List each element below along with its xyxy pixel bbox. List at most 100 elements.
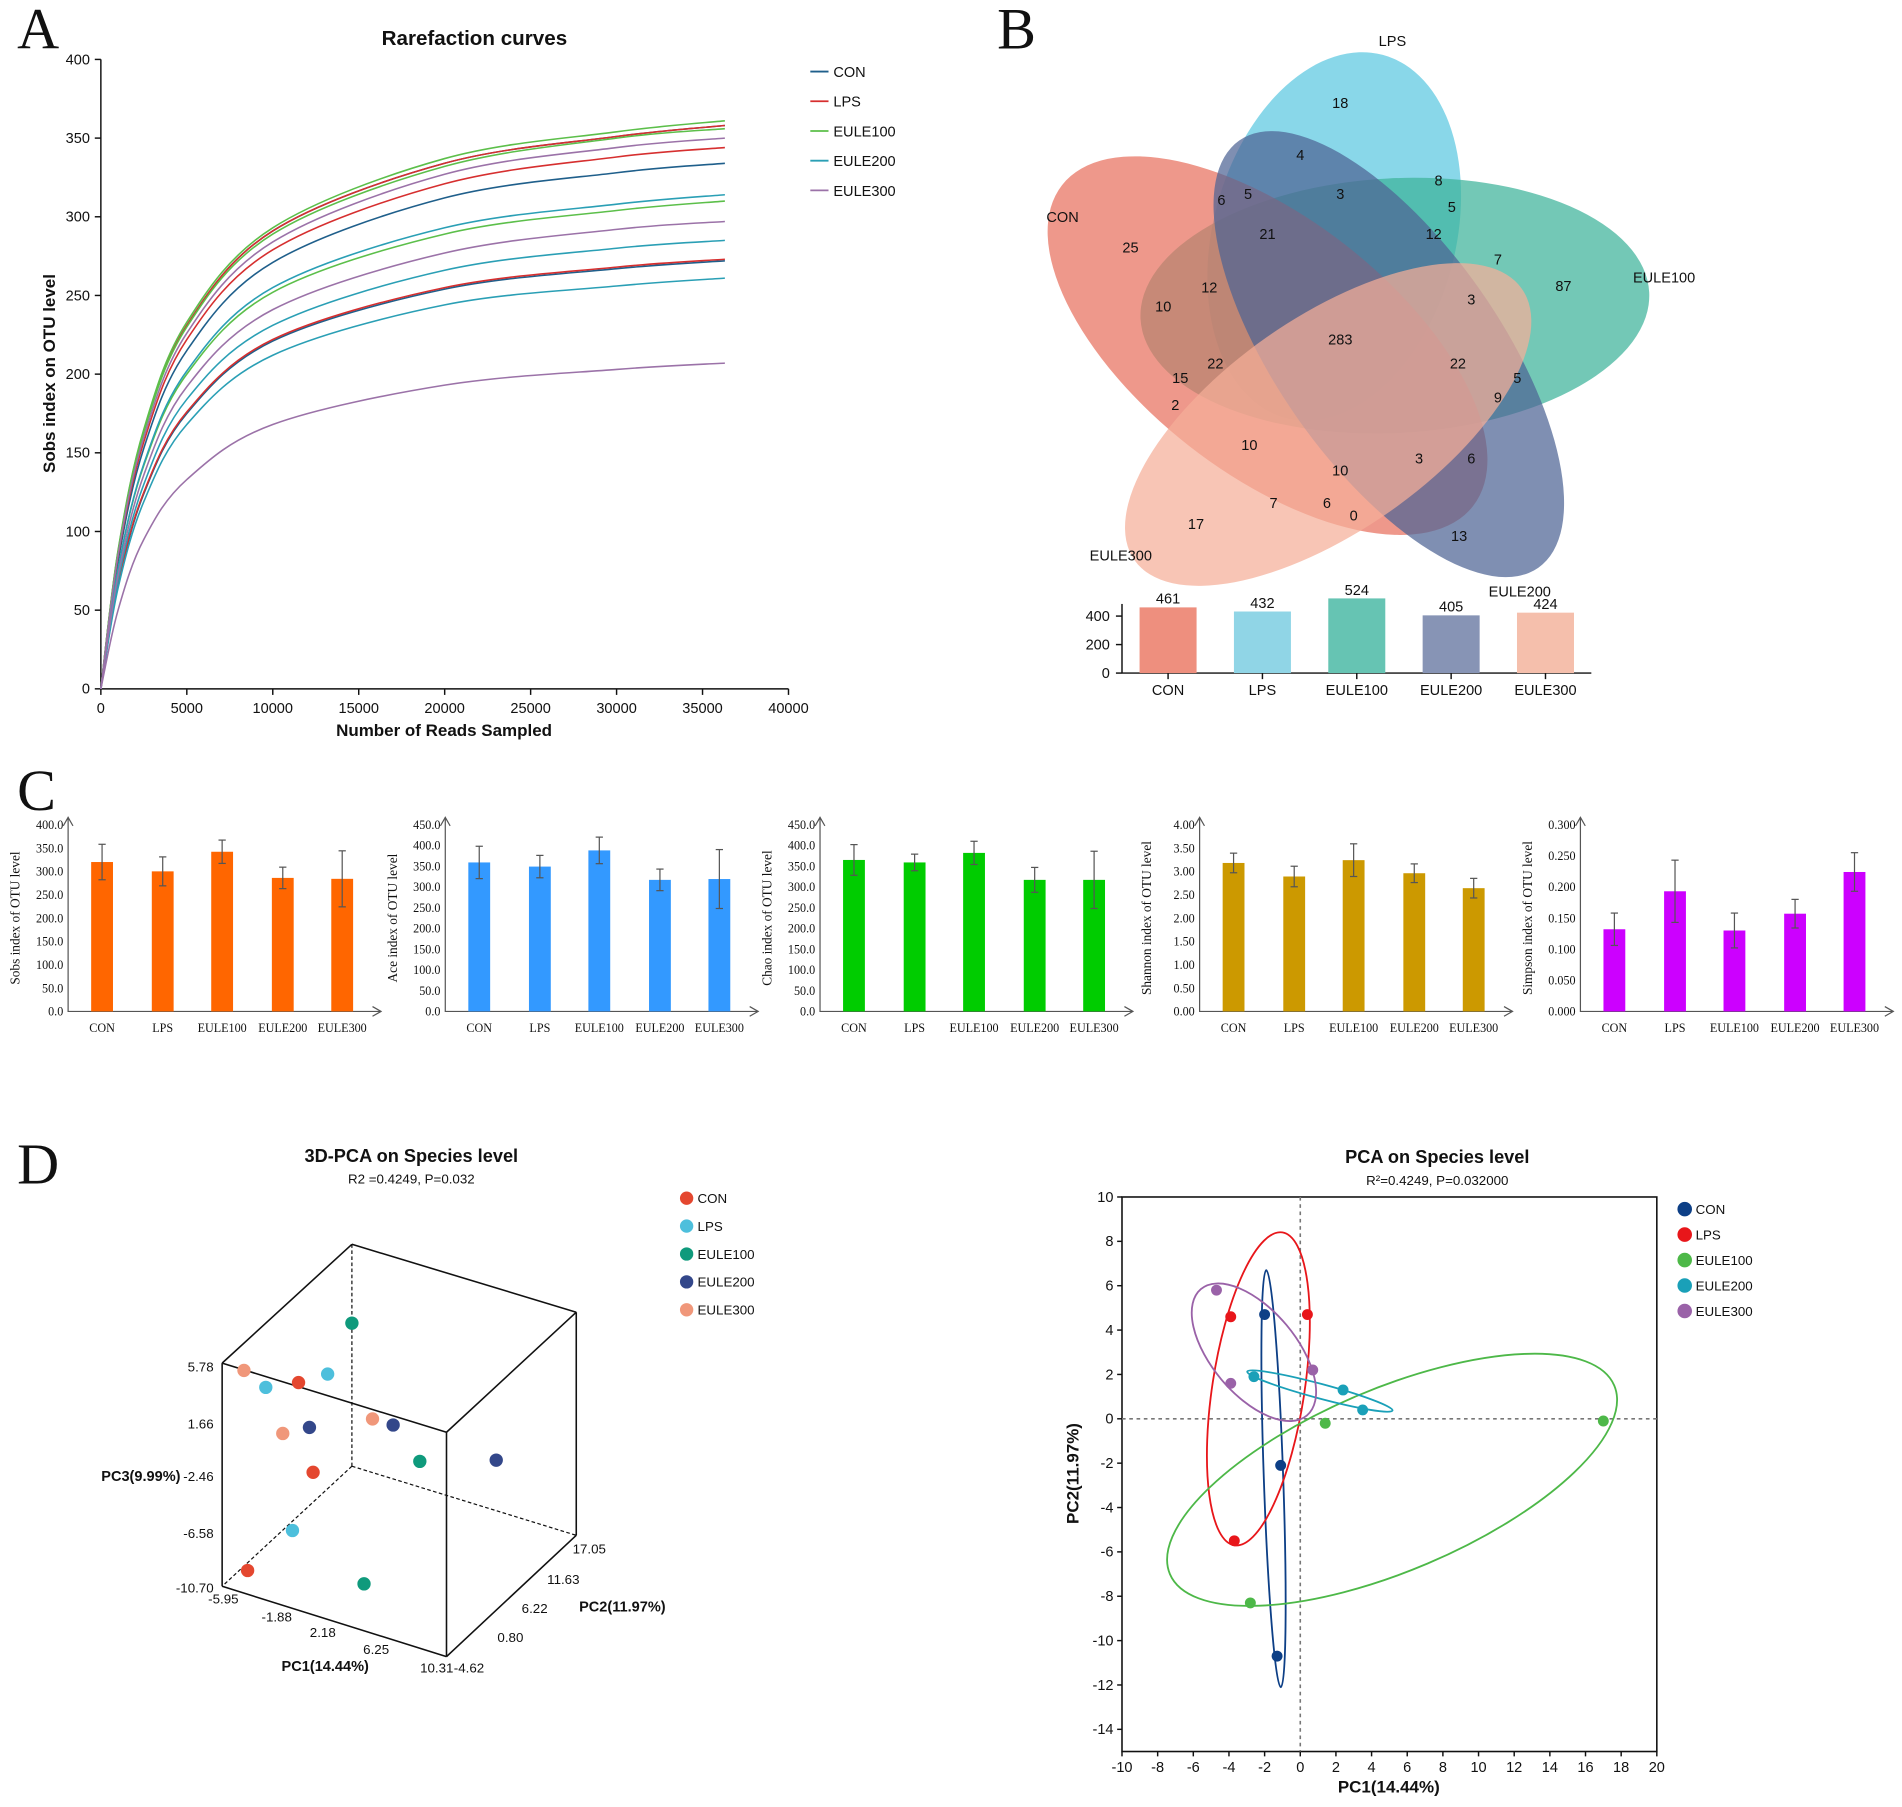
y-tick-label: 10 [1097, 1190, 1113, 1206]
point-eule100 [1319, 1417, 1331, 1429]
rarefaction-curve-eule300 [100, 137, 725, 689]
y-tick-label: -8 [1101, 1589, 1114, 1605]
legend-label: EULE300 [1696, 1304, 1753, 1319]
chart-subtitle: R2 =0.4249, P=0.032 [348, 1172, 475, 1187]
y-tick-label: -14 [1092, 1722, 1113, 1738]
y-tick-label: 200.0 [413, 922, 440, 936]
venn-set-label: EULE300 [1090, 548, 1152, 564]
bar-eule100 [1342, 860, 1365, 1012]
legend-label: EULE100 [833, 124, 895, 140]
x-tick-label: EULE100 [949, 1021, 998, 1035]
x-tick-label: -4 [1222, 1760, 1235, 1776]
x-tick-label: EULE200 [1420, 683, 1482, 699]
y-tick-label: -4.62 [454, 1660, 484, 1675]
confidence-ellipse-eule100 [1166, 1352, 1618, 1607]
x-tick-label: 10.31 [420, 1660, 453, 1675]
y-tick-label: 200 [1086, 637, 1110, 653]
venn-region-count: 87 [1555, 279, 1571, 295]
bar-lps [1283, 876, 1306, 1012]
y-axis-title: Ace index of OTU level [385, 853, 400, 982]
y-tick-label: 50.0 [794, 984, 815, 998]
y-axis-arrow [439, 816, 451, 827]
bar-eule200 [649, 879, 671, 1012]
bar-lps [528, 866, 551, 1012]
bar-eule300 [708, 879, 731, 1012]
x-axis-title: PC1(14.44%) [1338, 1777, 1440, 1796]
chart-title: Rarefaction curves [382, 27, 568, 50]
venn-region-count: 18 [1332, 96, 1348, 112]
point-eule300 [237, 1363, 251, 1378]
venn-region-count: 6 [1467, 451, 1475, 467]
y-axis-arrow [62, 816, 74, 827]
point-con [306, 1465, 320, 1479]
y-axis-title: Sobs index of OTU level [8, 851, 23, 985]
venn-set-label: EULE200 [1489, 585, 1551, 601]
point-eule300 [1307, 1364, 1319, 1376]
legend-marker [1677, 1227, 1692, 1242]
y-tick-label: 250.0 [413, 901, 440, 915]
chart-subtitle: R²=0.4249, P=0.032000 [1366, 1173, 1508, 1188]
bar-eule100 [1328, 598, 1386, 674]
y-tick-label: 0.0 [48, 1005, 63, 1019]
x-tick-label: CON [1602, 1021, 1628, 1035]
venn-region-count: 25 [1122, 240, 1138, 256]
x-tick-label: 2.18 [310, 1625, 336, 1640]
legend-marker [1677, 1252, 1692, 1268]
alpha-chart-ace: 0.0 50.0 100.0 150.0 200.0 250.0 300.0 350.0 400… [385, 816, 760, 1035]
chart-title: 3D-PCA on Species level [305, 1146, 519, 1166]
y-tick-label: 150.0 [36, 935, 63, 949]
rarefaction-curve-eule300 [100, 220, 725, 689]
pca-3d-chart: 3D-PCA on Species level R2 =0.4249, P=0.0… [101, 1146, 754, 1676]
venn-region-count: 21 [1259, 227, 1275, 243]
x-axis-arrow [1884, 1006, 1895, 1017]
venn-region-count: 10 [1332, 463, 1348, 479]
y-tick-label: 450.0 [413, 818, 440, 832]
x-tick-label: EULE200 [1771, 1021, 1820, 1035]
bar-value-label: 461 [1156, 592, 1180, 608]
x-tick-label: EULE300 [1449, 1021, 1498, 1035]
legend-label: EULE200 [1696, 1278, 1753, 1293]
x-tick-label: EULE100 [1329, 1021, 1378, 1035]
point-eule100 [357, 1577, 371, 1591]
confidence-ellipse-eule300 [1190, 1282, 1318, 1422]
confidence-ellipse-lps [1206, 1231, 1311, 1547]
x-axis-title: PC1(14.44%) [282, 1659, 369, 1675]
legend-label: EULE100 [698, 1247, 755, 1262]
venn-region-count: 10 [1155, 300, 1171, 316]
x-tick-label: 8 [1439, 1760, 1447, 1776]
point-con [1259, 1309, 1271, 1321]
rarefaction-curve-eule100 [100, 200, 725, 689]
z-axis-title: PC3(9.99%) [101, 1469, 180, 1485]
cube-edge [445, 1311, 577, 1433]
bar-value-label: 424 [1533, 597, 1557, 613]
y-tick-label: 400.0 [788, 839, 815, 853]
y-tick-label: 0.50 [1174, 981, 1195, 995]
y-tick-label: 0 [1102, 666, 1110, 682]
x-tick-label: 5000 [171, 701, 203, 717]
z-tick-label: -6.58 [183, 1526, 213, 1541]
y-axis-arrow [814, 816, 826, 827]
x-tick-label: 0 [1296, 1760, 1304, 1776]
venn-region-count: 283 [1328, 332, 1352, 348]
y-tick-label: 0.000 [1548, 1005, 1575, 1019]
y-tick-label: 3.00 [1174, 865, 1195, 879]
y-tick-label: -10 [1092, 1633, 1113, 1649]
x-axis-arrow [749, 1006, 760, 1017]
venn-region-count: 22 [1207, 357, 1223, 373]
x-tick-label: CON [466, 1021, 492, 1035]
x-tick-label: CON [89, 1021, 115, 1035]
bar-eule200 [1422, 615, 1480, 674]
x-axis-arrow [372, 1006, 383, 1017]
venn-set-label: EULE100 [1633, 271, 1695, 287]
point-eule200 [489, 1453, 503, 1467]
venn-region-count: 3 [1415, 451, 1423, 467]
x-tick-label: LPS [1665, 1021, 1686, 1035]
bar-value-label: 405 [1439, 600, 1463, 616]
x-tick-label: -8 [1151, 1760, 1164, 1776]
bar-eule300 [1462, 888, 1485, 1012]
z-tick-label: -2.46 [183, 1469, 213, 1484]
point-lps [320, 1367, 335, 1381]
y-tick-label: 0 [1105, 1412, 1113, 1428]
y-tick-label: 200 [66, 367, 90, 383]
venn-region-count: 7 [1494, 252, 1502, 268]
